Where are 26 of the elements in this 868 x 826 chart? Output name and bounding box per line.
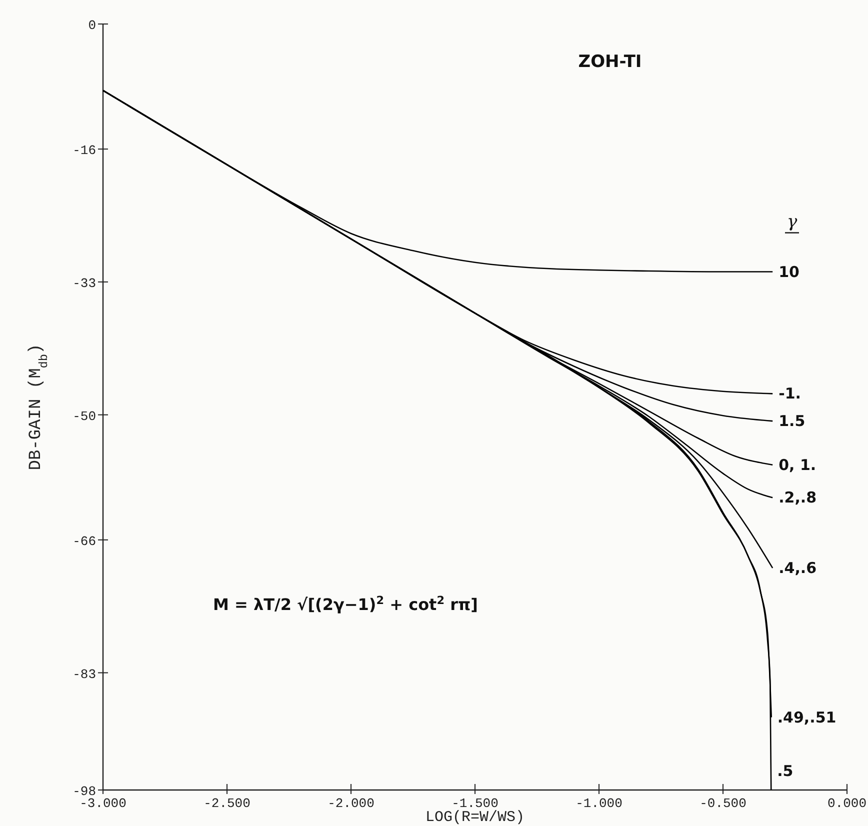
legend-title: γ xyxy=(787,212,798,232)
y-tick-label: -16 xyxy=(72,143,96,158)
y-tick-label: -50 xyxy=(72,408,96,424)
series-label: .2,.8 xyxy=(778,488,817,507)
x-tick-label: -1.000 xyxy=(576,796,622,811)
x-tick-label: -0.500 xyxy=(700,796,746,811)
y-tick-label: 0 xyxy=(88,18,96,33)
series-label: -1. xyxy=(778,384,801,403)
x-tick-label: -2.500 xyxy=(204,796,250,811)
y-tick-label: -98 xyxy=(72,784,96,799)
x-tick-label: 0.000 xyxy=(827,796,867,811)
series-label: 1.5 xyxy=(778,412,806,430)
x-axis-title: LOG(R=W/WS) xyxy=(425,809,525,826)
series-label: .4,.6 xyxy=(778,559,817,578)
series-label: 10 xyxy=(778,262,800,281)
text: ZOH-TI xyxy=(578,52,642,72)
x-tick-label: -3.000 xyxy=(80,796,126,811)
annotation: M = λT/2 √[(2γ−1)$^{2}$ + cot$^{2}$ rπ] xyxy=(213,594,478,614)
x-tick-label: -2.000 xyxy=(328,796,374,811)
y-tick-label: -83 xyxy=(72,666,96,682)
series-label: .5 xyxy=(777,762,794,780)
y-tick-label: -33 xyxy=(72,276,96,291)
y-tick-label: -66 xyxy=(72,534,96,549)
series-label: 0, 1. xyxy=(778,456,816,474)
series-label: .49,.51 xyxy=(777,708,836,726)
x-tick-label: -1.500 xyxy=(452,796,498,811)
